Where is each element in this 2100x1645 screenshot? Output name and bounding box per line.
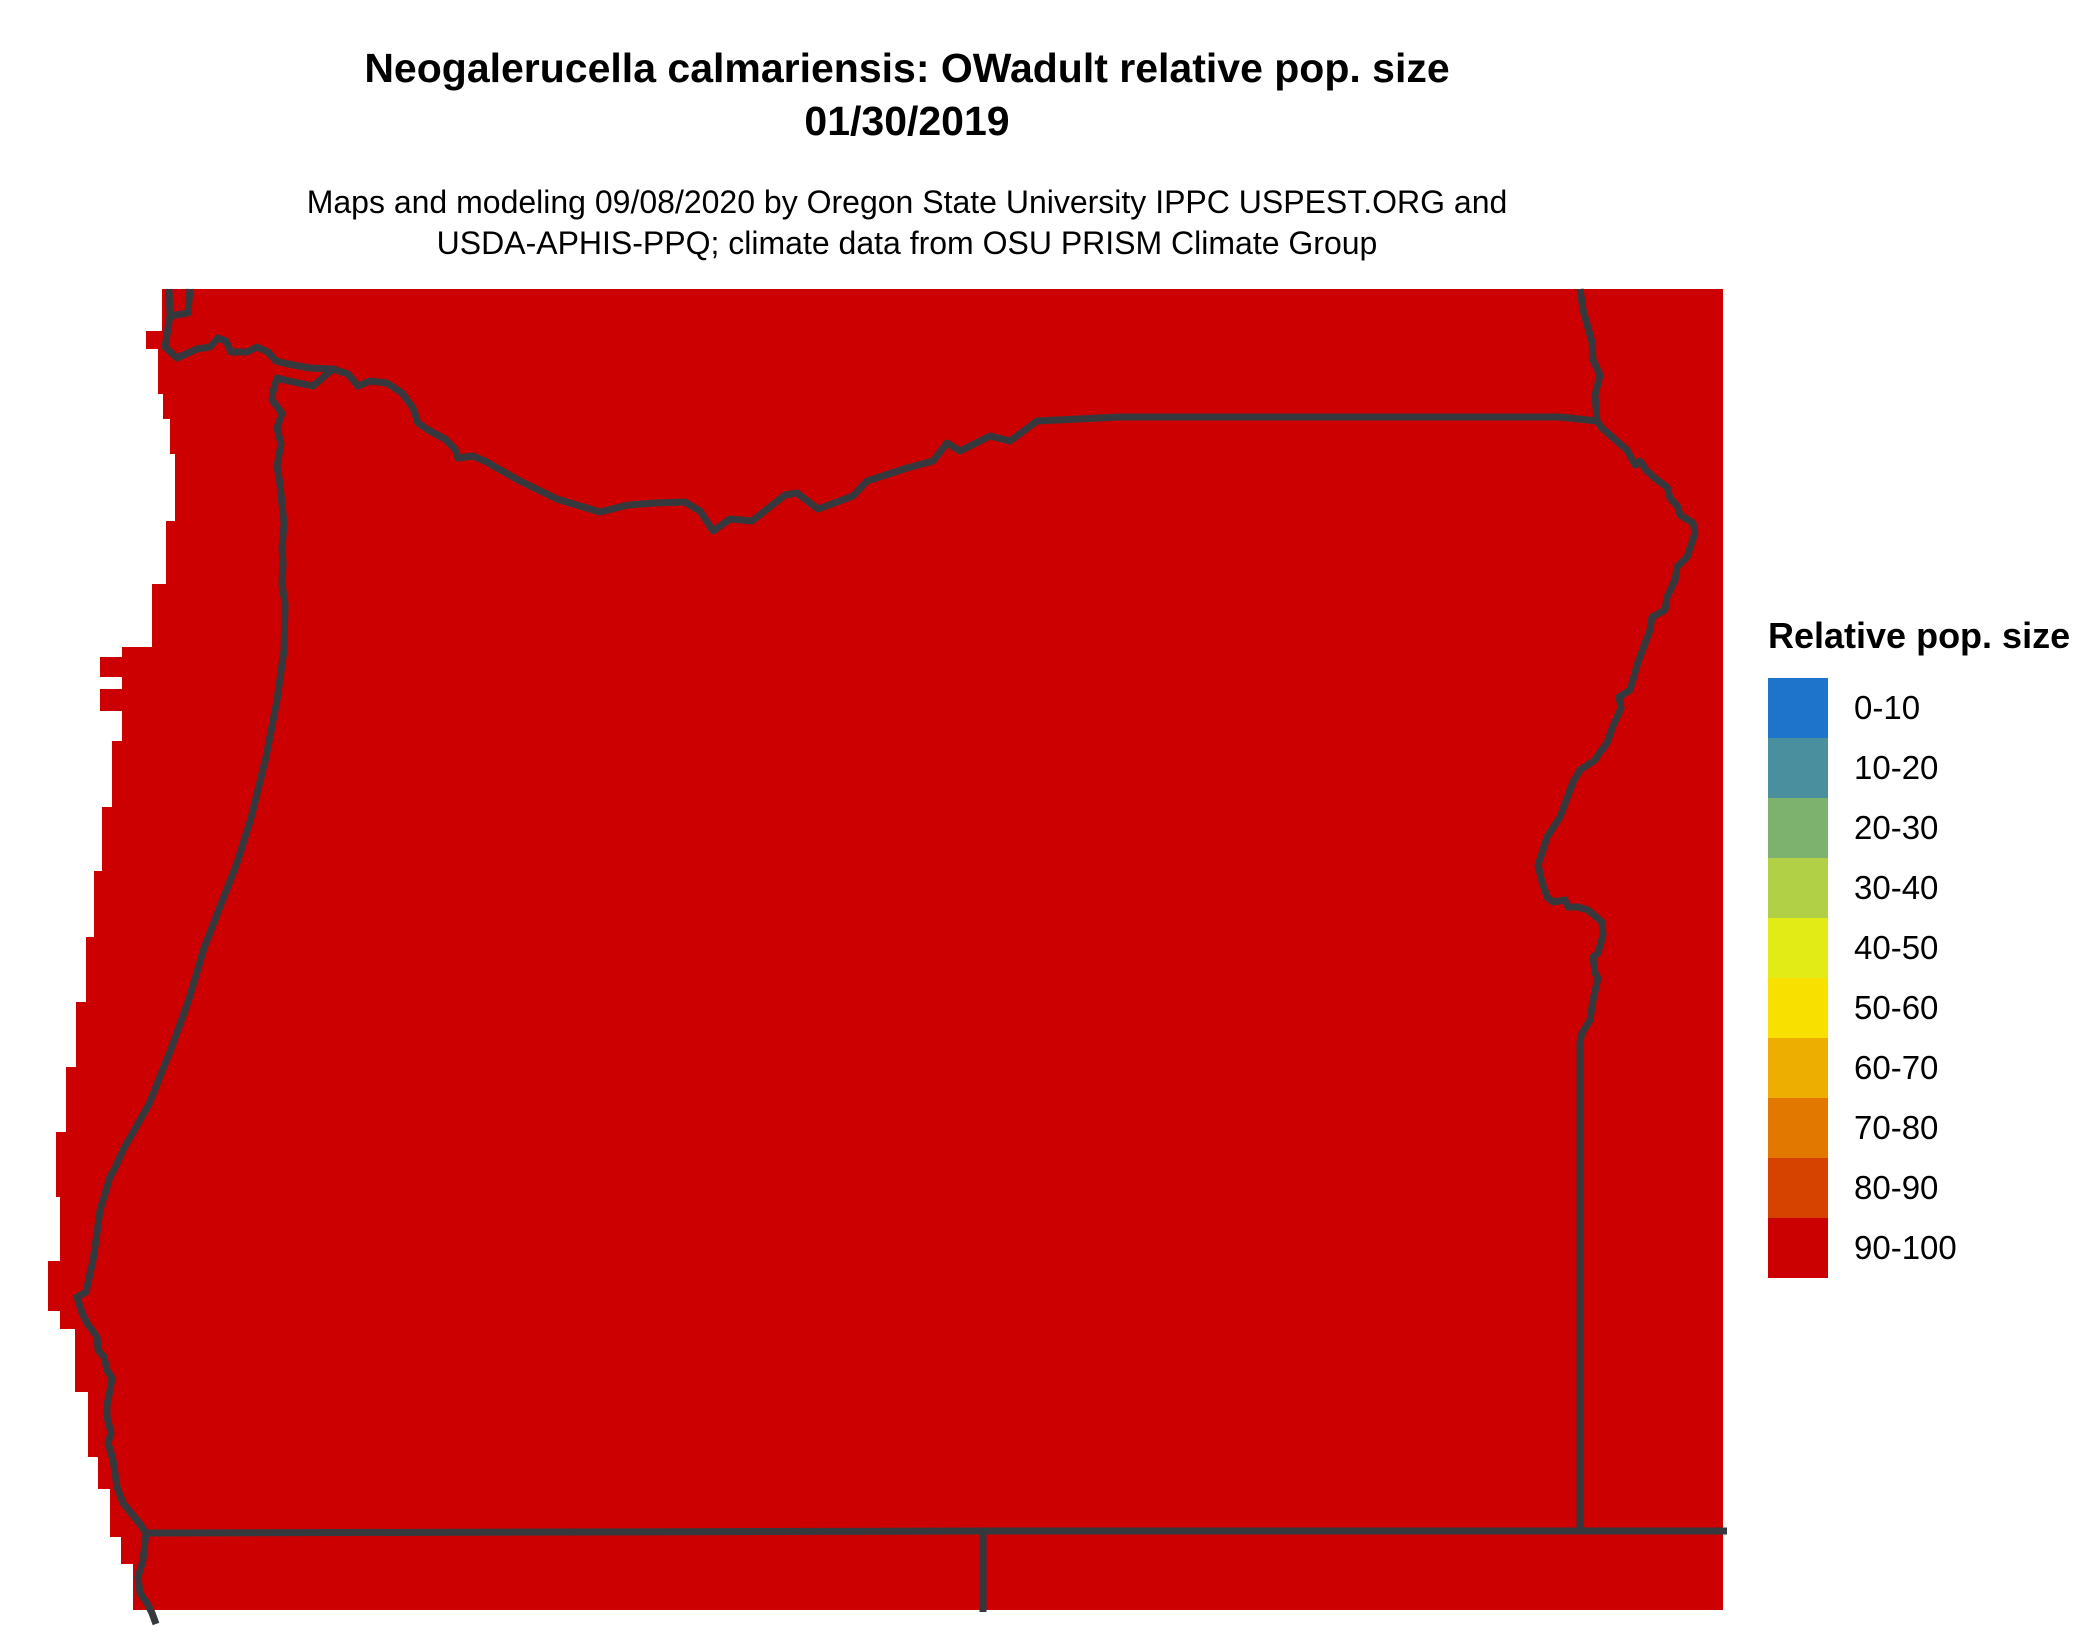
legend-entry-label: 30-40 <box>1854 869 1939 906</box>
page-subtitle: Maps and modeling 09/08/2020 by Oregon S… <box>0 182 1814 264</box>
snake-river-idaho-border <box>1534 418 1699 1531</box>
legend-swatch <box>1768 1218 1828 1278</box>
legend-swatch <box>1768 738 1828 798</box>
legend-swatch <box>1768 1158 1828 1218</box>
title-line-2: 01/30/2019 <box>804 98 1010 144</box>
legend-entry: 10-20 <box>1768 738 2070 798</box>
coastline-border <box>73 366 336 1626</box>
legend-entry: 40-50 <box>1768 918 2070 978</box>
legend-entry: 70-80 <box>1768 1098 2070 1158</box>
legend-entry-label: 20-30 <box>1854 809 1939 846</box>
legend-entry: 80-90 <box>1768 1158 2070 1218</box>
legend-entries: 0-10 10-20 20-30 30-40 40-50 50-60 60-70 70-80 8… <box>1768 678 2070 1278</box>
legend-entry-label: 10-20 <box>1854 749 1939 786</box>
legend-entry: 90-100 <box>1768 1218 2070 1278</box>
legend-entry-label: 0-10 <box>1854 689 1921 726</box>
legend-entry: 60-70 <box>1768 1038 2070 1098</box>
legend-entry: 0-10 <box>1768 678 2070 738</box>
peninsula-outline <box>165 288 194 320</box>
legend-entry: 50-60 <box>1768 978 2070 1038</box>
title-line-1: Neogalerucella calmariensis: OWadult rel… <box>364 45 1450 91</box>
estuary-north-shore <box>161 315 334 373</box>
legend-entry-label: 40-50 <box>1854 929 1939 966</box>
legend-swatch <box>1768 1098 1828 1158</box>
map-region-fill <box>48 289 1723 1610</box>
washington-idaho-border <box>1576 288 1604 422</box>
legend-swatch <box>1768 978 1828 1038</box>
legend-entry-label: 60-70 <box>1854 1049 1939 1086</box>
legend: Relative pop. size 0-10 10-20 20-30 30-40 40… <box>1768 616 2070 1278</box>
legend-entry-label: 90-100 <box>1854 1229 1957 1266</box>
subtitle-line-2: USDA-APHIS-PPQ; climate data from OSU PR… <box>436 225 1378 261</box>
legend-entry-label: 50-60 <box>1854 989 1939 1026</box>
legend-swatch <box>1768 858 1828 918</box>
south-border <box>145 1527 1727 1537</box>
columbia-river-border <box>331 365 1598 535</box>
page-title: Neogalerucella calmariensis: OWadult rel… <box>0 42 1814 148</box>
legend-swatch <box>1768 918 1828 978</box>
subtitle-line-1: Maps and modeling 09/08/2020 by Oregon S… <box>306 184 1508 220</box>
legend-entry: 30-40 <box>1768 858 2070 918</box>
legend-swatch <box>1768 678 1828 738</box>
legend-title: Relative pop. size <box>1768 615 2071 656</box>
legend-entry-label: 80-90 <box>1854 1169 1939 1206</box>
legend-swatch <box>1768 798 1828 858</box>
legend-entry: 20-30 <box>1768 798 2070 858</box>
legend-entry-label: 70-80 <box>1854 1109 1939 1146</box>
legend-swatch <box>1768 1038 1828 1098</box>
